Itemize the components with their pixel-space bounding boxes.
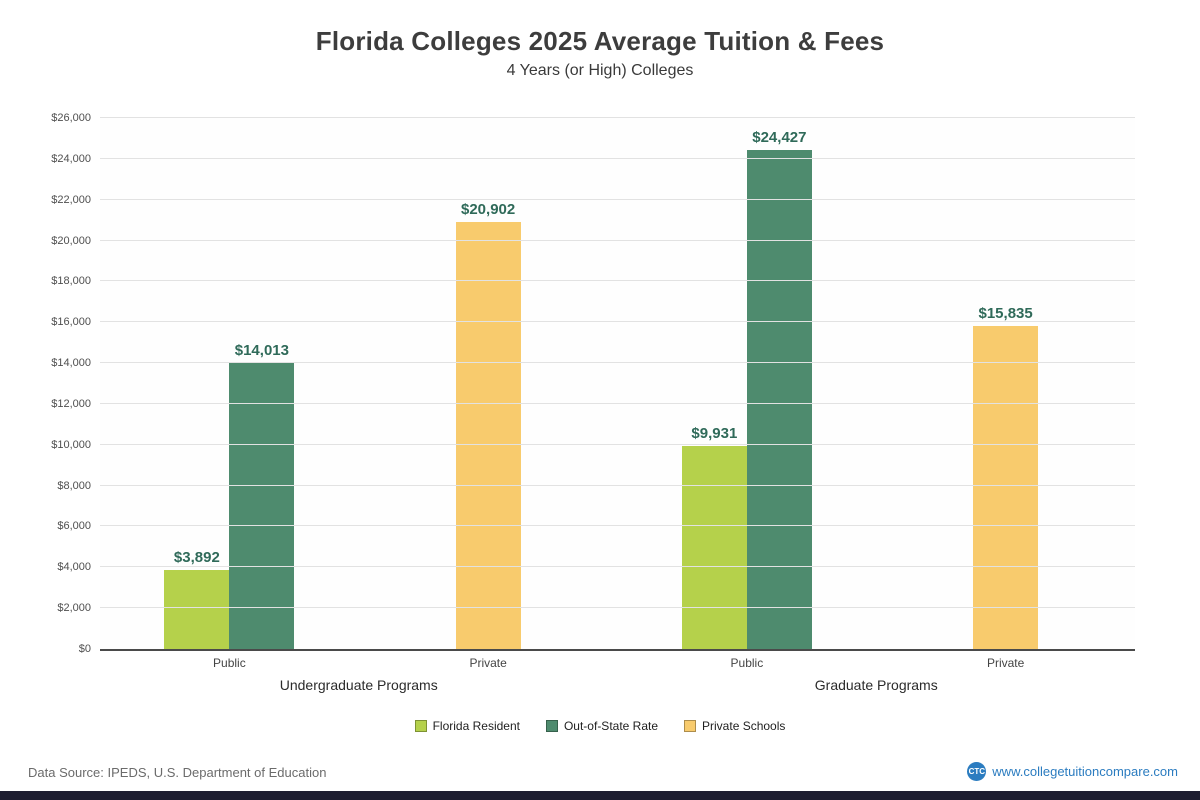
bar-group: $20,902	[359, 118, 618, 649]
y-axis-tick-label: $8,000	[57, 479, 91, 492]
bar-pair: $3,892 $14,013	[164, 118, 295, 649]
legend: Florida Resident Out-of-State Rate Private…	[0, 719, 1200, 733]
bar-florida-resident	[164, 569, 230, 649]
gridline	[100, 239, 1135, 241]
legend-label: Florida Resident	[432, 719, 520, 733]
bar-out-of-state-rate	[746, 150, 812, 649]
bar-with-label: $3,892	[164, 118, 230, 649]
y-axis-tick-label: $18,000	[51, 275, 91, 288]
legend-label: Out-of-State Rate	[563, 719, 659, 733]
bar-value-label: $20,902	[461, 201, 516, 219]
legend-item: Florida Resident	[414, 719, 520, 733]
bar-with-label: $9,931	[681, 118, 747, 649]
x-axis-labels: Public Private Public Private	[100, 656, 1135, 670]
bar-value-label: $9,931	[691, 425, 738, 443]
x-axis-tick-label: Private	[469, 656, 507, 670]
gridline	[100, 607, 1135, 609]
bar-with-label: $15,835	[973, 118, 1039, 649]
gridline	[100, 566, 1135, 568]
gridline	[100, 280, 1135, 282]
gridline	[100, 157, 1135, 159]
gridline	[100, 525, 1135, 527]
y-axis-tick-label: $0	[78, 643, 91, 655]
legend-item: Out-of-State Rate	[545, 719, 659, 733]
y-axis-tick-label: $26,000	[51, 112, 91, 124]
bar-private-schools	[973, 325, 1039, 649]
y-axis-tick-label: $16,000	[51, 316, 91, 329]
x-axis-tick-label: Public	[213, 656, 246, 670]
bar-with-label: $20,902	[455, 118, 521, 649]
y-axis-tick-label: $12,000	[51, 397, 91, 410]
y-axis-tick-label: $6,000	[57, 520, 91, 533]
bar-value-label: $14,013	[234, 341, 289, 359]
bar-group: $9,931 $24,427	[618, 118, 877, 649]
axis-section-label: Undergraduate Programs	[279, 677, 438, 693]
legend-item: Private Schools	[684, 719, 785, 733]
bottom-dark-strip	[0, 791, 1200, 800]
bar-value-label: $15,835	[978, 304, 1033, 322]
x-axis-tick-label: Public	[730, 656, 764, 670]
bar-out-of-state-rate	[229, 362, 295, 649]
bar-groups: $3,892 $14,013 $20,902 $9,931 $24,427 $15,835	[100, 118, 1135, 649]
gridline	[100, 117, 1135, 118]
gridline	[100, 443, 1135, 445]
y-axis-tick-label: $22,000	[51, 193, 91, 206]
data-source-text: Data Source: IPEDS, U.S. Department of E…	[28, 765, 327, 780]
bar-group: $15,835	[876, 118, 1135, 649]
legend-swatch-icon	[545, 720, 558, 732]
legend-swatch-icon	[684, 720, 697, 732]
x-axis-tick-label: Private	[986, 656, 1025, 670]
gridline	[100, 362, 1135, 364]
bar-private-schools	[455, 222, 521, 649]
y-axis-tick-label: $14,000	[51, 357, 91, 370]
bar-value-label: $24,427	[752, 129, 807, 147]
gridline	[100, 484, 1135, 486]
bar-florida-resident	[681, 446, 747, 649]
chart-title: Florida Colleges 2025 Average Tuition & …	[315, 26, 885, 56]
bar-pair: $15,835	[973, 118, 1039, 649]
y-axis-tick-label: $20,000	[51, 234, 91, 247]
legend-swatch-icon	[414, 720, 427, 732]
gridline	[100, 198, 1135, 200]
plot-area: $3,892 $14,013 $20,902 $9,931 $24,427 $15,835…	[51, 112, 1135, 655]
bar-group: $3,892 $14,013	[100, 118, 359, 649]
chart-subtitle: 4 Years (or High) Colleges	[506, 62, 694, 79]
axis-section-label: Graduate Programs	[814, 677, 938, 693]
bar-pair: $9,931 $24,427	[681, 118, 812, 649]
y-axis-tick-label: $24,000	[51, 152, 91, 165]
bar-value-label: $3,892	[173, 548, 220, 566]
bar-with-label: $14,013	[229, 118, 295, 649]
site-link[interactable]: CTC www.collegetuitioncompare.com	[967, 762, 1178, 781]
gridline	[100, 402, 1135, 404]
gridline	[100, 321, 1135, 323]
section-labels: Undergraduate Programs Graduate Programs	[100, 677, 1135, 693]
y-axis-tick-label: $10,000	[51, 438, 91, 451]
bar-with-label: $24,427	[746, 118, 812, 649]
bar-pair: $20,902	[455, 118, 521, 649]
site-url: www.collegetuitioncompare.com	[992, 764, 1178, 779]
y-axis-tick-label: $2,000	[57, 602, 91, 615]
ctc-logo-icon: CTC	[967, 762, 987, 781]
y-axis-tick-label: $4,000	[57, 561, 91, 574]
legend-label: Private Schools	[702, 719, 786, 733]
